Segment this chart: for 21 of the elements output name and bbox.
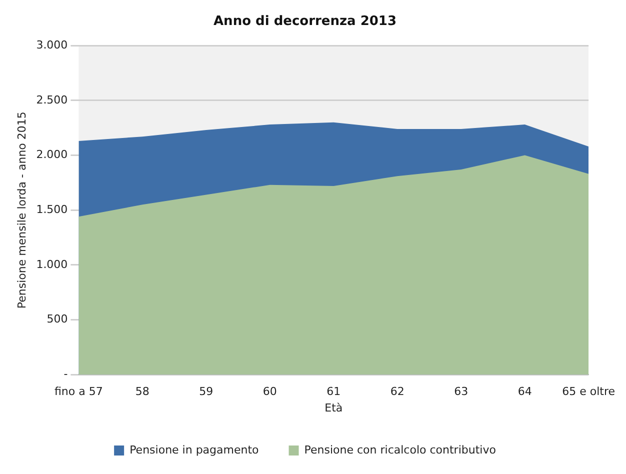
y-tick-label: 500	[46, 312, 68, 326]
x-axis-title: Età	[324, 401, 343, 414]
y-tick-label: 3.000	[36, 38, 68, 52]
legend-label: Pensione con ricalcolo contributivo	[304, 443, 496, 456]
y-tick-label: 1.500	[36, 202, 68, 216]
legend-label: Pensione in pagamento	[130, 443, 260, 456]
x-tick-label: 65 e oltre	[562, 385, 616, 398]
y-tick-label: -	[64, 367, 68, 380]
y-tick-label: 1.000	[36, 258, 68, 271]
x-tick-label: 58	[135, 385, 150, 398]
x-tick-label: 61	[326, 385, 341, 398]
y-axis-title: Pensione mensile lorda - anno 2015	[15, 112, 28, 309]
x-tick-label: 62	[390, 385, 404, 398]
x-tick-label: 59	[199, 385, 214, 398]
x-tick-label: 63	[454, 385, 468, 398]
chart-title: Anno di decorrenza 2013	[213, 14, 397, 30]
x-tick-label: 64	[518, 385, 532, 398]
y-tick-label: 2.500	[36, 93, 68, 106]
y-tick-label: 2.000	[36, 148, 68, 162]
x-tick-label: fino a 57	[54, 385, 103, 398]
x-tick-label: 60	[262, 385, 277, 398]
